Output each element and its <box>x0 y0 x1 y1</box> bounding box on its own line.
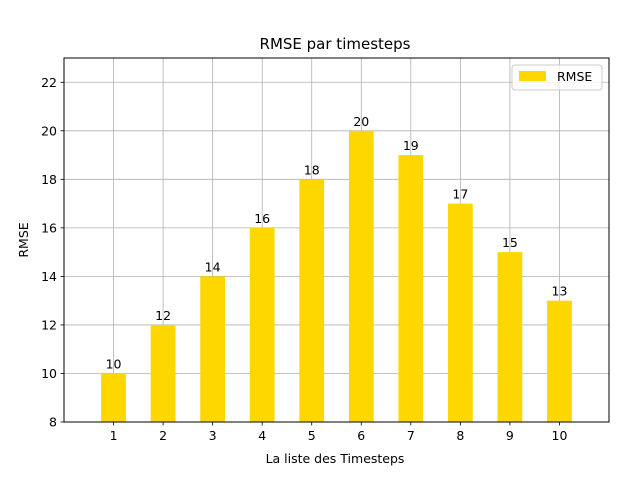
y-tick-label: 14 <box>41 269 57 284</box>
bars <box>101 130 572 423</box>
bar-value-label: 12 <box>155 308 171 323</box>
x-tick-label: 7 <box>407 428 415 443</box>
bar <box>398 155 424 423</box>
x-tick-label: 3 <box>209 428 217 443</box>
bar-value-label: 19 <box>403 138 419 153</box>
x-tick-label: 9 <box>506 428 514 443</box>
bar <box>150 324 176 422</box>
bar <box>348 130 374 423</box>
bar-value-label: 17 <box>452 187 468 202</box>
bar-value-label: 14 <box>205 259 221 274</box>
bar <box>547 300 572 422</box>
y-tick-label: 20 <box>41 123 57 138</box>
x-tick-label: 1 <box>110 428 118 443</box>
plot-frame <box>63 57 610 423</box>
y-axis-ticks: 8 10 12 14 16 18 20 22 <box>41 75 64 430</box>
grid-lines <box>64 58 609 423</box>
data-labels: 10 12 14 16 18 20 19 17 15 13 <box>106 114 568 372</box>
x-axis-ticks: 1 2 3 4 5 6 7 8 9 10 <box>110 422 568 443</box>
x-tick-label: 2 <box>159 428 167 443</box>
bar-value-label: 20 <box>353 114 369 129</box>
x-tick-label: 6 <box>357 428 365 443</box>
y-tick-label: 8 <box>49 415 57 430</box>
x-tick-label: 4 <box>258 428 266 443</box>
y-tick-label: 12 <box>41 317 57 332</box>
chart-title: RMSE par timesteps <box>260 35 411 53</box>
y-tick-label: 22 <box>41 75 57 90</box>
bar <box>200 276 226 422</box>
bar-value-label: 18 <box>304 162 320 177</box>
y-tick-label: 18 <box>41 172 57 187</box>
x-axis-label: La liste des Timesteps <box>266 451 405 466</box>
bar <box>447 203 473 422</box>
bar <box>299 179 325 422</box>
x-tick-label: 8 <box>456 428 464 443</box>
y-axis-label: RMSE <box>16 222 31 257</box>
bar <box>497 252 523 422</box>
bar-value-label: 15 <box>502 235 518 250</box>
y-tick-label: 16 <box>41 220 57 235</box>
bar-value-label: 16 <box>254 211 270 226</box>
legend-label: RMSE <box>557 69 592 84</box>
legend: RMSE <box>511 64 603 91</box>
bar <box>101 373 126 422</box>
bar-value-label: 10 <box>106 356 122 371</box>
x-tick-label: 5 <box>308 428 316 443</box>
bar <box>249 227 275 422</box>
y-tick-label: 10 <box>41 366 57 381</box>
bar-value-label: 13 <box>552 284 568 299</box>
x-tick-label: 10 <box>552 428 568 443</box>
legend-swatch <box>519 71 546 81</box>
